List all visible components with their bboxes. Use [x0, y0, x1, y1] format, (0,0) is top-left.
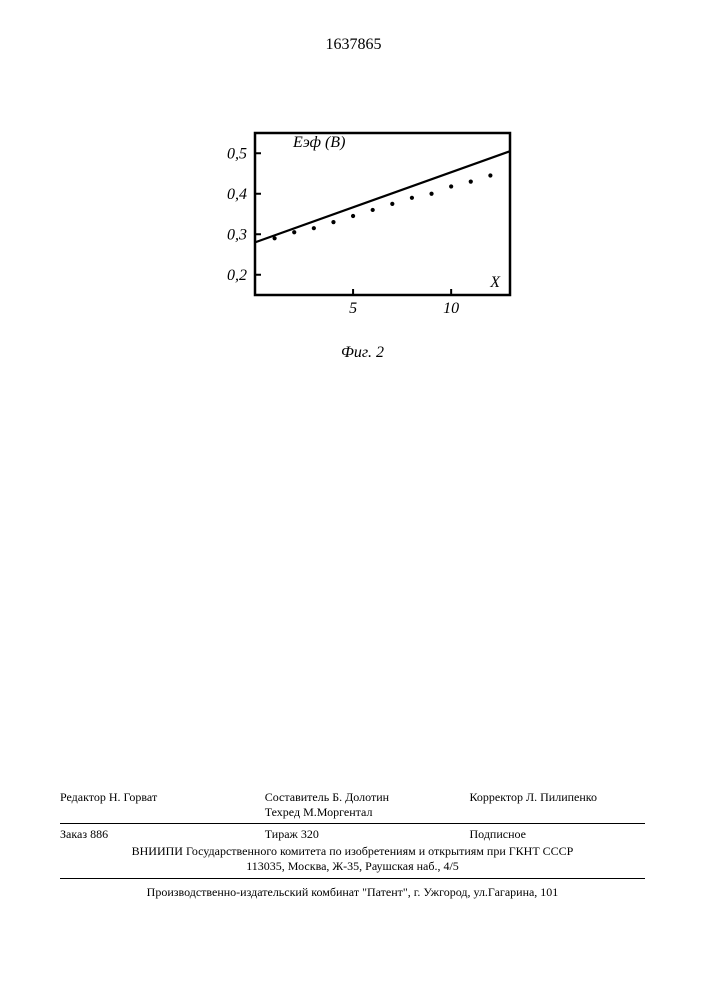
- svg-text:10: 10: [443, 300, 459, 317]
- chart-svg: 0,2 0,3 0,4 0,5 5 10 Eэф (В) X: [200, 115, 525, 335]
- order-number: 886: [90, 827, 108, 841]
- editor-cell: Редактор Н. Горват: [60, 790, 265, 820]
- order-cell: Заказ 886: [60, 827, 265, 842]
- imprint-footer: Редактор Н. Горват Составитель Б. Долоти…: [60, 790, 645, 900]
- tirage-number: 320: [301, 827, 319, 841]
- order-label: Заказ: [60, 827, 87, 841]
- document-number: 1637865: [0, 36, 707, 54]
- composer-label: Составитель: [265, 790, 329, 804]
- editor-name: Н. Горват: [109, 790, 157, 804]
- corrector-cell: Корректор Л. Пилипенко: [470, 790, 646, 820]
- svg-text:0,3: 0,3: [227, 226, 247, 243]
- editor-label: Редактор: [60, 790, 106, 804]
- corrector-label: Корректор: [470, 790, 524, 804]
- tirage-cell: Тираж 320: [265, 827, 470, 842]
- svg-text:Eэф (В): Eэф (В): [292, 134, 345, 151]
- svg-text:X: X: [489, 274, 501, 291]
- figure-caption: Фиг. 2: [200, 344, 525, 362]
- publisher-block: ВНИИПИ Государственного комитета по изоб…: [60, 844, 645, 879]
- svg-text:0,5: 0,5: [227, 145, 247, 162]
- corrector-name: Л. Пилипенко: [526, 790, 597, 804]
- figure-2: 0,2 0,3 0,4 0,5 5 10 Eэф (В) X Фиг. 2: [200, 115, 525, 362]
- printer-line: Производственно-издательский комбинат "П…: [60, 885, 645, 900]
- techred-label: Техред: [265, 805, 300, 819]
- subscription-label: Подписное: [470, 827, 527, 841]
- publisher-line-2: 113035, Москва, Ж-35, Раушская наб., 4/5: [60, 859, 645, 874]
- composer-techred-cell: Составитель Б. Долотин Техред М.Моргента…: [265, 790, 470, 820]
- subscription-cell: Подписное: [470, 827, 646, 842]
- composer-name: Б. Долотин: [332, 790, 389, 804]
- svg-text:0,2: 0,2: [227, 267, 247, 284]
- publisher-line-1: ВНИИПИ Государственного комитета по изоб…: [60, 844, 645, 859]
- print-info-row: Заказ 886 Тираж 320 Подписное: [60, 824, 645, 842]
- svg-text:5: 5: [349, 300, 357, 317]
- techred-name: М.Моргентал: [303, 805, 372, 819]
- svg-text:0,4: 0,4: [227, 186, 247, 203]
- tirage-label: Тираж: [265, 827, 298, 841]
- credits-row: Редактор Н. Горват Составитель Б. Долоти…: [60, 790, 645, 824]
